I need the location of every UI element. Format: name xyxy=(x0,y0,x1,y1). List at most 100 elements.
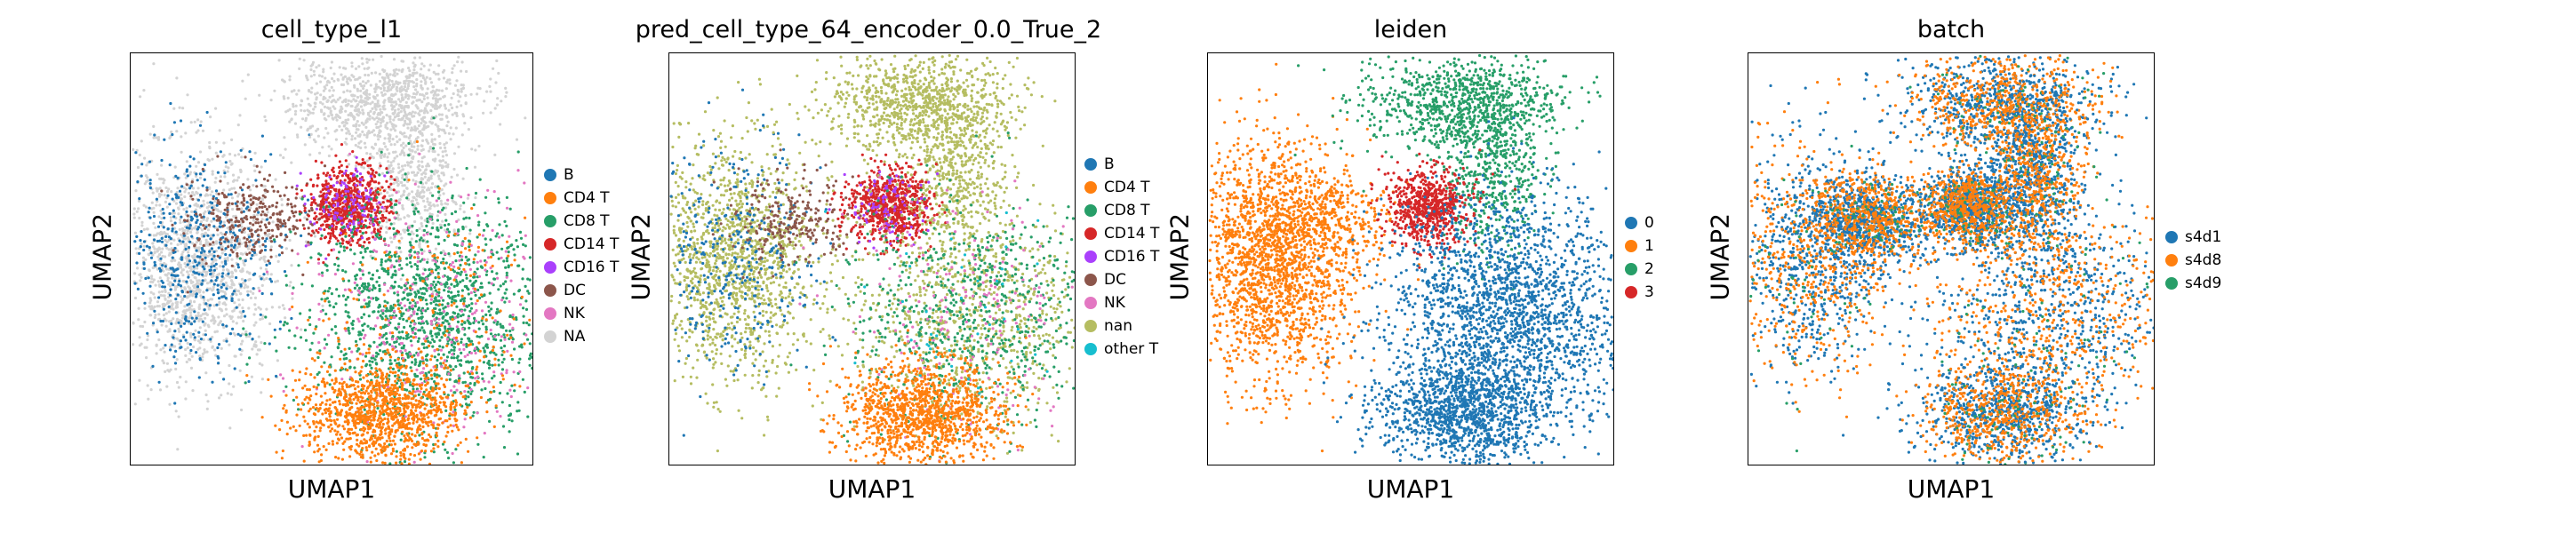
scatter-point xyxy=(437,77,441,81)
scatter-point xyxy=(290,316,293,321)
scatter-point xyxy=(412,232,415,235)
scatter-point xyxy=(364,214,367,218)
scatter-point xyxy=(311,229,315,233)
scatter-point xyxy=(133,231,137,235)
scatter-point xyxy=(181,268,185,272)
scatter-point xyxy=(201,184,204,187)
scatter-point xyxy=(312,183,316,187)
scatter-point xyxy=(180,324,183,328)
scatter-point xyxy=(186,174,189,178)
scatter-point xyxy=(444,87,448,91)
scatter-point xyxy=(282,95,285,99)
scatter-point xyxy=(160,240,164,243)
scatter-point xyxy=(278,211,282,214)
scatter-point xyxy=(451,113,454,116)
scatter-point xyxy=(168,203,172,206)
scatter-point xyxy=(367,58,371,61)
scatter-point xyxy=(250,248,254,251)
scatter-point xyxy=(212,241,215,244)
scatter-point xyxy=(423,268,427,272)
scatter-point xyxy=(472,410,476,414)
scatter-point xyxy=(353,230,356,234)
scatter-point xyxy=(471,414,475,418)
scatter-point xyxy=(416,171,420,175)
scatter-point xyxy=(404,144,408,147)
scatter-point xyxy=(332,203,336,207)
scatter-point xyxy=(433,143,436,147)
scatter-point xyxy=(309,241,313,244)
scatter-point xyxy=(242,259,245,262)
scatter-point xyxy=(190,316,194,320)
scatter-point xyxy=(406,106,410,109)
scatter-point xyxy=(257,211,260,214)
scatter-point xyxy=(347,113,350,117)
scatter-point xyxy=(422,195,426,198)
scatter-point xyxy=(332,217,336,220)
scatter-point xyxy=(196,198,200,202)
scatter-point xyxy=(157,253,162,257)
scatter-point xyxy=(230,196,234,200)
scatter-point xyxy=(194,208,197,211)
scatter-point xyxy=(392,118,396,122)
scatter-point xyxy=(369,179,372,183)
scatter-point xyxy=(140,220,144,224)
scatter-point xyxy=(163,179,166,182)
scatter-point xyxy=(402,141,405,145)
scatter-point xyxy=(380,260,383,264)
scatter-point xyxy=(437,242,441,246)
scatter-point xyxy=(229,241,233,244)
scatter-point xyxy=(152,124,156,128)
scatter-point xyxy=(412,96,417,99)
scatter-point xyxy=(269,280,274,283)
scatter-point xyxy=(327,189,331,193)
scatter-point xyxy=(280,251,284,255)
scatter-point xyxy=(193,275,196,279)
scatter-point xyxy=(429,174,433,178)
scatter-point xyxy=(173,165,177,169)
scatter-point xyxy=(230,224,234,227)
scatter-point xyxy=(367,209,371,212)
scatter-point xyxy=(261,202,265,205)
scatter-point xyxy=(411,200,414,203)
scatter-point xyxy=(333,130,337,133)
scatter-point xyxy=(285,235,289,239)
scatter-point xyxy=(349,190,353,195)
scatter-point xyxy=(316,258,321,261)
scatter-point xyxy=(260,283,264,287)
scatter-point xyxy=(340,163,343,167)
scatter-point xyxy=(210,219,213,223)
scatter-point xyxy=(432,450,436,454)
scatter-point xyxy=(201,313,204,316)
scatter-point xyxy=(220,394,223,397)
scatter-point xyxy=(499,322,502,326)
scatter-point xyxy=(284,186,288,189)
scatter-point xyxy=(163,138,166,141)
scatter-point xyxy=(315,66,318,69)
scatter-point xyxy=(201,273,204,276)
scatter-point xyxy=(364,203,367,207)
scatter-point xyxy=(186,341,189,345)
scatter-point xyxy=(268,228,271,232)
scatter-point xyxy=(367,241,371,244)
scatter-point xyxy=(378,349,382,353)
scatter-point xyxy=(234,354,237,358)
scatter-point xyxy=(412,128,415,131)
scatter-point xyxy=(278,327,282,330)
scatter-point xyxy=(355,161,358,164)
scatter-point xyxy=(260,184,263,187)
scatter-point xyxy=(196,118,200,122)
scatter-point xyxy=(193,320,196,323)
scatter-point xyxy=(173,330,177,333)
scatter-point xyxy=(157,296,161,299)
scatter-point xyxy=(373,97,377,100)
scatter-point xyxy=(247,379,251,384)
scatter-point xyxy=(404,119,407,123)
scatter-point xyxy=(163,231,166,235)
scatter-point xyxy=(153,296,156,299)
scatter-point xyxy=(138,197,141,201)
scatter-point xyxy=(198,213,202,217)
scatter-point xyxy=(327,232,331,235)
scatter-point xyxy=(403,135,406,139)
scatter-point xyxy=(481,377,484,380)
scatter-point xyxy=(515,316,518,320)
